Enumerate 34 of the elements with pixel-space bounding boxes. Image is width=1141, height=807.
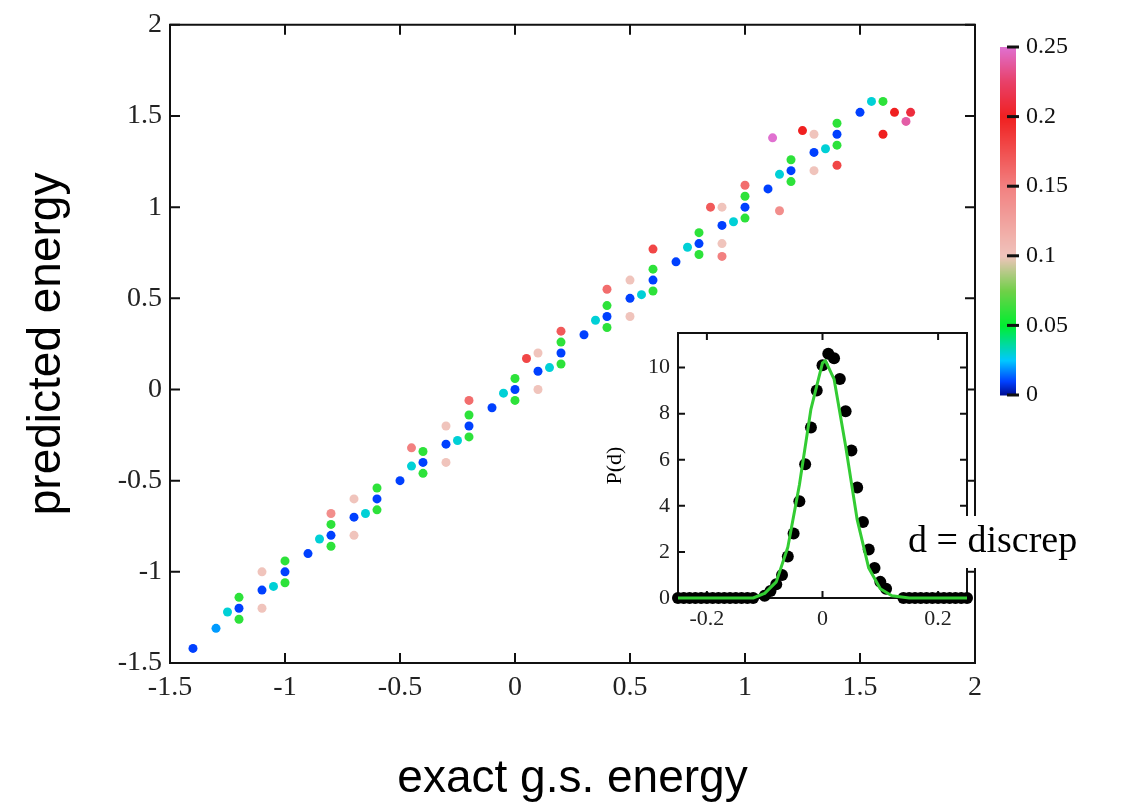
color-bar-label: 0.2 <box>1026 101 1056 128</box>
y-tick-label: 8 <box>659 399 670 425</box>
y-tick-label: -1 <box>138 554 162 586</box>
y-tick-label: 4 <box>659 491 670 517</box>
y-tick-label: 10 <box>648 353 670 379</box>
color-bar-label: 0.1 <box>1026 241 1056 268</box>
y-tick-label: -1.5 <box>117 645 162 677</box>
y-axis-title: P(d) <box>600 446 626 485</box>
y-tick-label: 2 <box>148 7 162 39</box>
x-tick-label: 0 <box>508 670 522 702</box>
y-tick-label: 0 <box>659 583 670 609</box>
x-tick-label: 0 <box>817 604 828 630</box>
x-tick-label: 1.5 <box>842 670 878 702</box>
y-tick-label: 2 <box>659 537 670 563</box>
annotation: d = discrep <box>908 517 1078 560</box>
y-tick-label: 6 <box>659 445 670 471</box>
x-tick-label: 2 <box>968 670 982 702</box>
y-tick-label: 1 <box>148 189 162 221</box>
color-bar-label: 0.25 <box>1026 32 1068 59</box>
x-tick-label: -1 <box>273 670 297 702</box>
color-bar-label: 0 <box>1026 380 1038 407</box>
color-bar-label: 0.05 <box>1026 310 1068 337</box>
x-tick-label: 0.2 <box>924 604 952 630</box>
y-tick-label: 0 <box>148 371 162 403</box>
x-tick-label: 1 <box>738 670 752 702</box>
x-axis-title: exact g.s. energy <box>397 750 748 803</box>
x-tick-label: -0.2 <box>689 604 725 630</box>
color-bar-label: 0.15 <box>1026 171 1068 198</box>
y-axis-title: predicted energy <box>18 172 71 516</box>
y-tick-label: 1.5 <box>127 98 162 130</box>
x-tick-label: -0.5 <box>377 670 423 702</box>
x-tick-label: 0.5 <box>612 670 648 702</box>
y-tick-label: 0.5 <box>127 280 162 312</box>
y-tick-label: -0.5 <box>117 463 162 495</box>
